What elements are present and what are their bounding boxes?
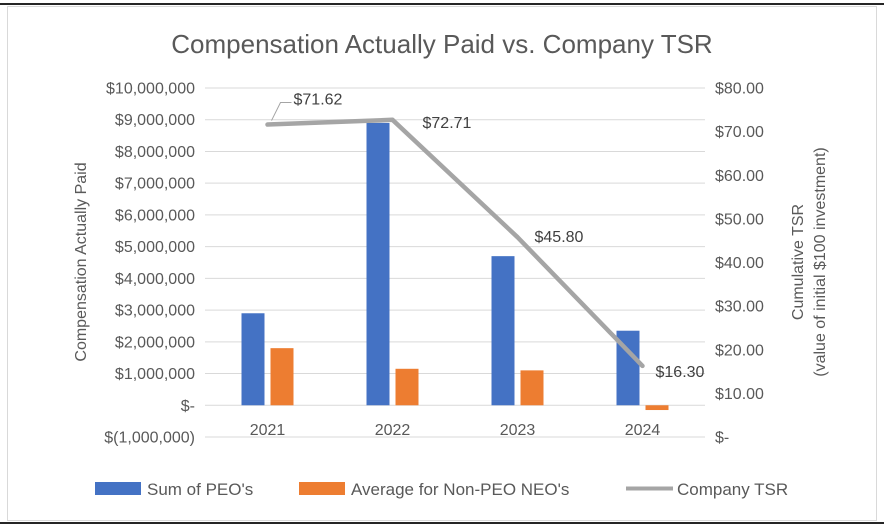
legend-item-average-non-peo-neos: Average for Non-PEO NEO's	[299, 480, 569, 499]
bar-sum-of-peo-s-2024	[616, 330, 640, 406]
line-data-label: $45.80	[535, 229, 584, 246]
left-axis-tick-label: $-	[181, 398, 195, 415]
left-axis-tick-label: $1,000,000	[115, 366, 195, 383]
category-label: 2022	[375, 422, 411, 439]
right-axis-tick-label: $20.00	[715, 342, 764, 359]
left-axis-tick-label: $2,000,000	[115, 334, 195, 351]
legend-label-sum-of-peos: Sum of PEO's	[147, 480, 253, 499]
left-axis-tick-label: $4,000,000	[115, 271, 195, 288]
chart-title: Compensation Actually Paid vs. Company T…	[171, 29, 712, 59]
right-axis-tick-label: $30.00	[715, 299, 764, 316]
left-axis-tick-label: $(1,000,000)	[104, 430, 195, 447]
legend: Sum of PEO's Average for Non-PEO NEO's C…	[95, 480, 788, 499]
page-top-rule	[0, 3, 884, 5]
category-label: 2021	[250, 422, 286, 439]
line-data-labels: $71.62 $72.71 $45.80 $16.30	[271, 92, 705, 381]
bar-sum-of-peo-s-2021	[241, 313, 265, 406]
bar-average-for-non-peo-neo-s-2022	[395, 368, 419, 406]
line-data-label: $71.62	[294, 92, 343, 109]
category-label: 2024	[625, 422, 661, 439]
left-axis-tick-label: $7,000,000	[115, 176, 195, 193]
left-axis-tick-label: $6,000,000	[115, 207, 195, 224]
right-axis-tick-label: $80.00	[715, 81, 764, 98]
left-axis-tick-label: $9,000,000	[115, 112, 195, 129]
left-axis-title: Compensation Actually Paid	[73, 162, 90, 361]
left-axis-tick-labels: $10,000,000 $9,000,000 $8,000,000 $7,000,00…	[104, 81, 195, 447]
data-label-leader-line	[271, 102, 292, 121]
left-axis-tick-label: $8,000,000	[115, 144, 195, 161]
bar-sum-of-peo-s-2023	[491, 256, 515, 406]
line-company-tsr	[265, 117, 645, 369]
right-axis-tick-label: $60.00	[715, 168, 764, 185]
right-axis-title-line2: (value of initial $100 investment)	[812, 147, 829, 376]
legend-label-company-tsr: Company TSR	[677, 480, 788, 499]
legend-item-company-tsr: Company TSR	[626, 480, 788, 499]
bar-average-for-non-peo-neo-s-2023	[520, 370, 544, 406]
right-axis-tick-label: $-	[715, 430, 729, 447]
line-series	[265, 117, 645, 369]
legend-item-sum-of-peos: Sum of PEO's	[95, 480, 253, 499]
bar-average-for-non-peo-neo-s-2021	[270, 348, 294, 406]
category-label: 2023	[500, 422, 536, 439]
bar-average-for-non-peo-neo-s-2024	[645, 405, 669, 411]
bar-series	[241, 122, 669, 411]
page-bottom-rule	[0, 522, 884, 524]
legend-label-average-non-peo-neos: Average for Non-PEO NEO's	[351, 480, 569, 499]
line-data-label: $16.30	[656, 364, 705, 381]
right-axis-tick-label: $50.00	[715, 211, 764, 228]
legend-swatch-average-non-peo-neos	[299, 482, 345, 495]
right-axis-tick-labels: $80.00 $70.00 $60.00 $50.00 $40.00 $30.00 $20.…	[715, 81, 764, 447]
right-axis-tick-label: $10.00	[715, 386, 764, 403]
left-axis-tick-label: $3,000,000	[115, 303, 195, 320]
right-axis-tick-label: $40.00	[715, 255, 764, 272]
right-axis-title-line1: Cumulative TSR	[790, 204, 807, 320]
left-axis-tick-label: $10,000,000	[106, 81, 195, 98]
bar-sum-of-peo-s-2022	[366, 122, 390, 406]
chart-border	[7, 6, 877, 521]
right-axis-tick-label: $70.00	[715, 124, 764, 141]
left-axis-tick-label: $5,000,000	[115, 239, 195, 256]
category-axis-labels: 2021 2022 2023 2024	[250, 422, 661, 439]
line-data-label: $72.71	[423, 115, 472, 132]
legend-swatch-sum-of-peos	[95, 482, 141, 495]
